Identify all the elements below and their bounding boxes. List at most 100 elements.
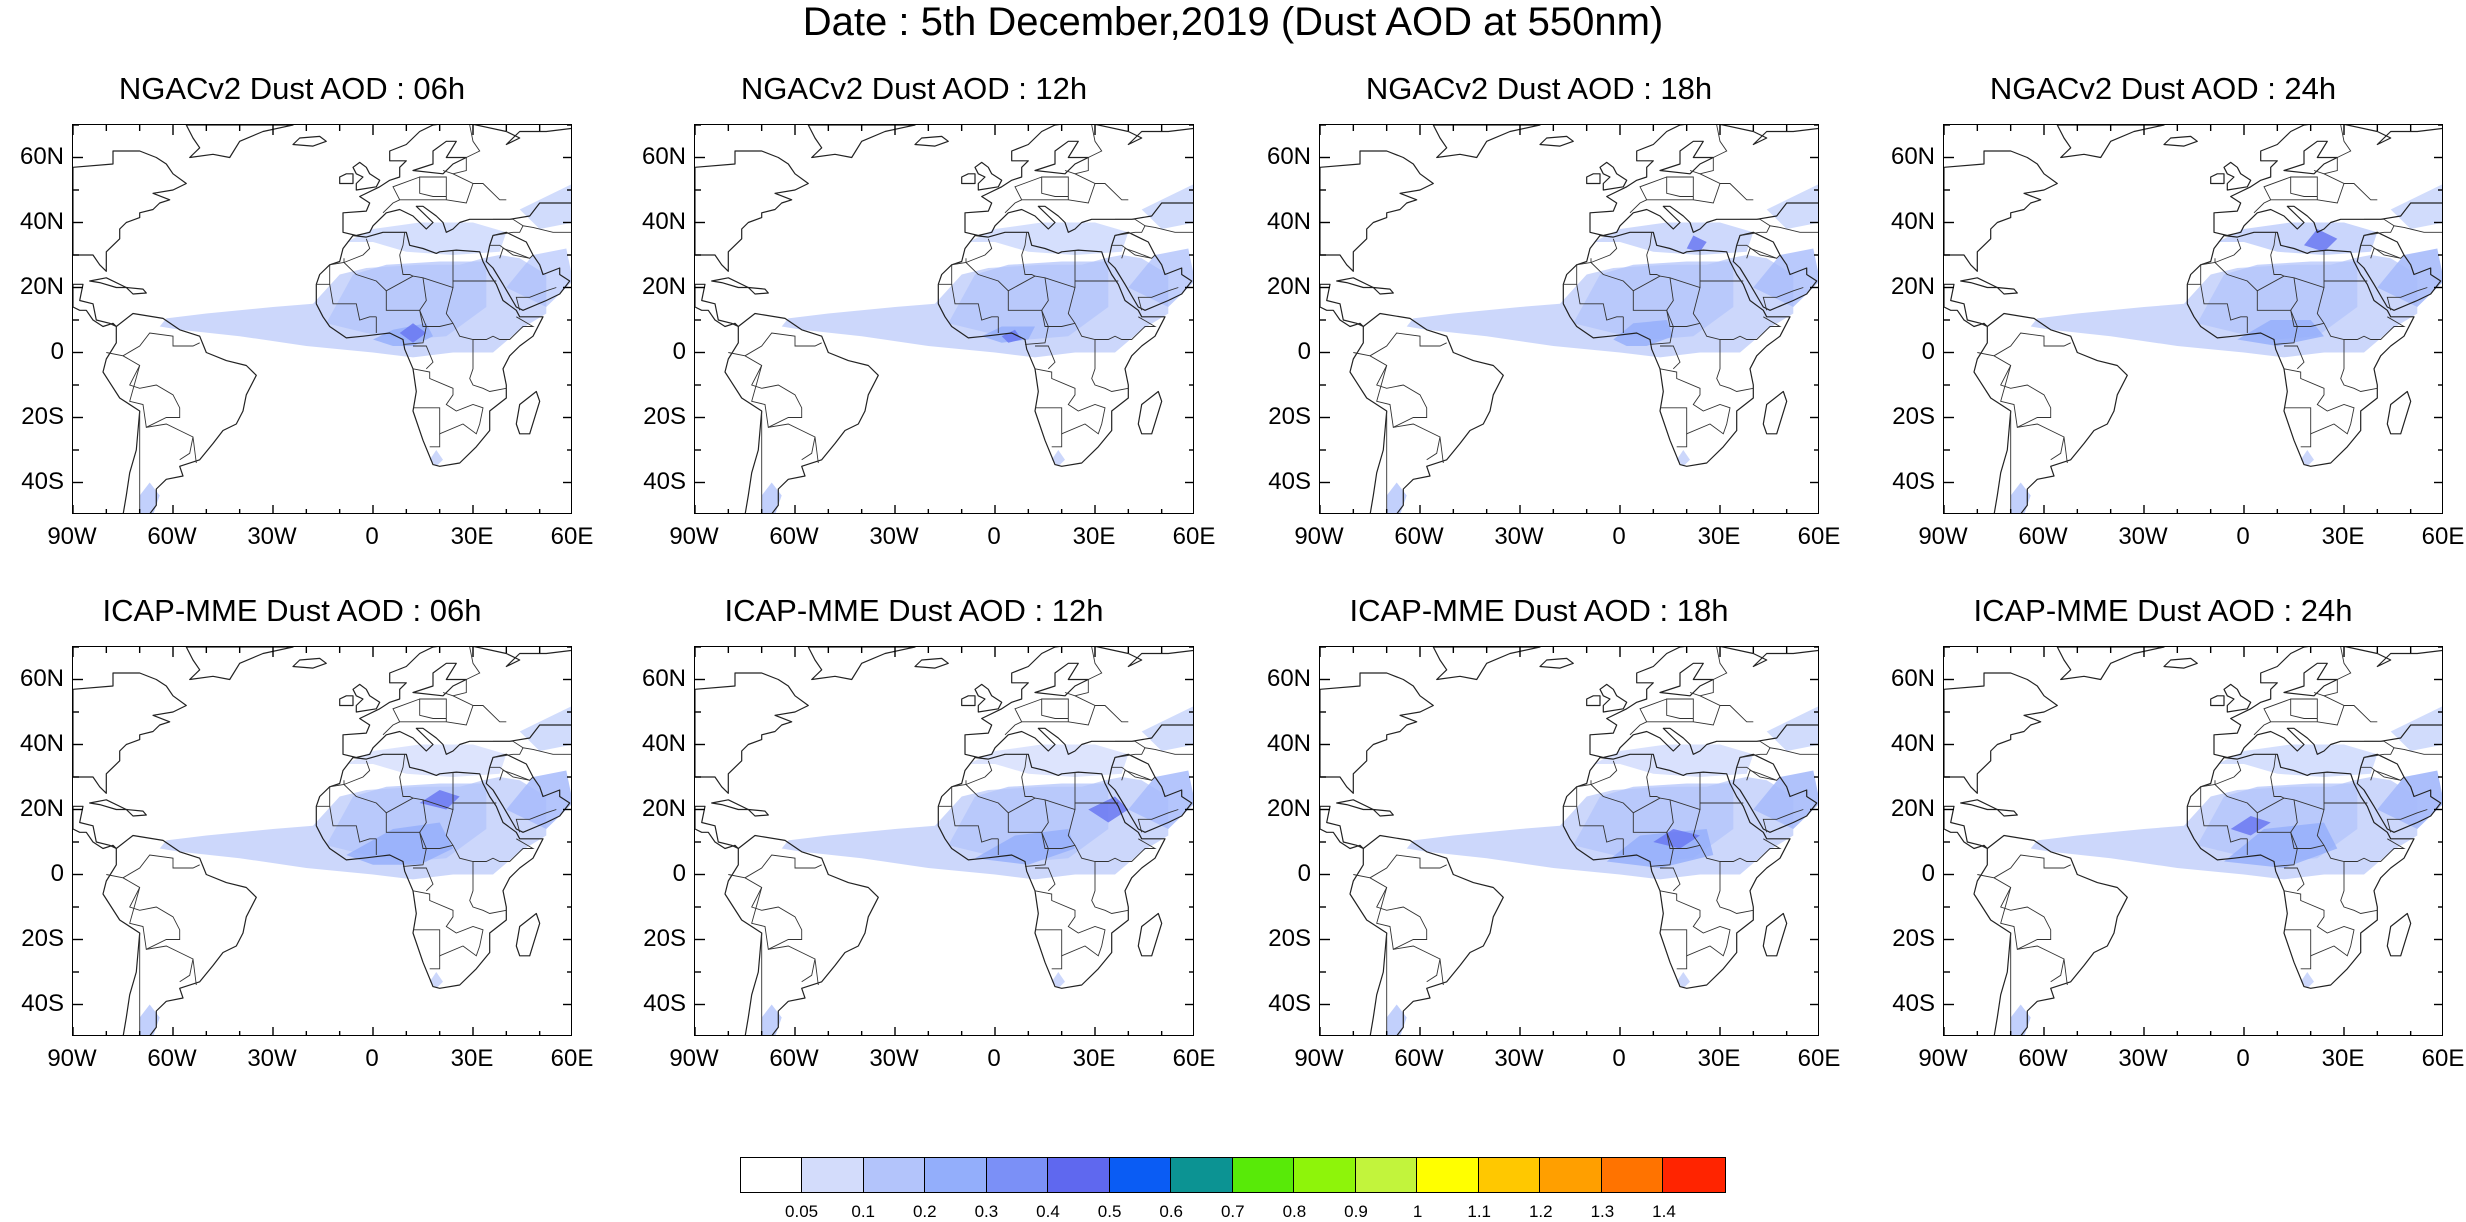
lon-label: 0 — [365, 1045, 379, 1072]
coastline — [1320, 672, 1434, 794]
country-border — [1091, 339, 1129, 392]
country-border — [2316, 287, 2406, 340]
lon-label: 60E — [1797, 523, 1841, 550]
country-border — [1590, 772, 1701, 814]
coastline — [1996, 286, 2018, 295]
colorbar-tick-label: 0.9 — [1344, 1202, 1368, 1221]
country-border — [1660, 345, 1681, 370]
country-border — [2344, 705, 2378, 723]
lon-label: 30W — [1494, 523, 1544, 550]
country-border — [2214, 250, 2325, 292]
country-border — [1576, 284, 1624, 321]
lat-label: 60N — [19, 664, 64, 692]
coastline — [1599, 161, 1628, 191]
dust-field-max — [1088, 796, 1129, 823]
coastline — [807, 647, 916, 681]
country-border — [1115, 218, 1146, 227]
lat-label: 40S — [643, 989, 686, 1017]
coastline — [747, 286, 769, 295]
coastline — [1107, 753, 1193, 833]
dust-field-mideast — [506, 248, 571, 307]
map-panel: NGACv2 Dust AOD : 18h 60N 40N 20N 0 20S 40S 90W… — [1249, 72, 1840, 612]
country-border — [2063, 958, 2068, 986]
country-border — [1137, 809, 1179, 833]
colorbar-swatch — [741, 1158, 803, 1192]
country-border — [1977, 352, 2065, 461]
coastline — [2356, 753, 2442, 833]
country-border — [2290, 832, 2325, 849]
lat-label: 20S — [1892, 402, 1935, 430]
lat-label: 20S — [1268, 924, 1311, 952]
lon-label: 0 — [2236, 523, 2250, 550]
country-border — [1121, 247, 1152, 259]
coastline — [1960, 277, 1998, 289]
country-border — [1111, 766, 1156, 781]
country-border — [399, 754, 406, 778]
country-border — [1353, 874, 1441, 983]
lon-label: 60W — [2018, 1045, 2068, 1072]
coastline — [1960, 799, 1998, 811]
lat-label: 20S — [643, 924, 686, 952]
country-border — [192, 436, 197, 464]
country-border — [412, 368, 484, 435]
lat-label: 20N — [19, 794, 64, 822]
country-border — [1067, 287, 1157, 340]
lon-label: 60W — [147, 1045, 197, 1072]
map-plot-area — [694, 124, 1194, 514]
country-border — [1692, 287, 1782, 340]
colorbar-tick-label: 0.3 — [974, 1202, 999, 1221]
lon-label: 60W — [769, 523, 819, 550]
map-panel: NGACv2 Dust AOD : 12h 60N 40N 20N 0 20S 40S 90W… — [624, 72, 1215, 612]
coastline — [711, 277, 749, 289]
coastline — [73, 150, 187, 272]
coastline — [1599, 683, 1628, 713]
country-border — [2290, 176, 2318, 200]
country-border — [2253, 199, 2271, 214]
country-border — [1666, 277, 1674, 311]
coastline — [185, 125, 294, 159]
coastline — [2163, 135, 2198, 147]
map-svg — [73, 125, 571, 513]
country-border — [1014, 170, 1096, 204]
lat-label: 20N — [641, 794, 686, 822]
colorbar-tick-label: 0.7 — [1220, 1202, 1245, 1221]
colorbar-tick-label: 0.8 — [1282, 1202, 1307, 1221]
country-border — [419, 698, 447, 722]
dust-field-patagonia — [1386, 482, 1407, 513]
country-border — [1739, 225, 1818, 236]
colorbar-tick-label: 0.05 — [785, 1202, 819, 1221]
lon-label: 30W — [869, 523, 919, 550]
lat-label: 20S — [643, 402, 686, 430]
coastline — [961, 695, 976, 707]
country-border — [1021, 232, 1028, 256]
dust-field-max — [1001, 329, 1022, 343]
country-border — [951, 284, 999, 321]
coastline — [1762, 390, 1788, 435]
country-border — [2290, 698, 2318, 722]
country-border — [106, 874, 194, 983]
country-border — [1716, 339, 1754, 392]
country-border — [1014, 692, 1096, 726]
country-border — [1746, 247, 1777, 259]
country-border — [2323, 125, 2352, 175]
country-border — [419, 176, 447, 200]
coastline — [2283, 662, 2338, 697]
lon-label: 30W — [247, 523, 297, 550]
country-border — [452, 647, 481, 697]
country-border — [1041, 698, 1069, 722]
country-border — [2370, 247, 2401, 259]
dust-field-south — [1676, 450, 1690, 467]
coastline — [2056, 647, 2165, 681]
country-border — [728, 874, 816, 983]
country-border — [2386, 809, 2428, 833]
coastline — [974, 161, 1003, 191]
lon-label: 90W — [47, 523, 97, 550]
dust-field-med — [1593, 744, 1754, 777]
dust-field-max — [2304, 229, 2338, 252]
country-border — [473, 705, 507, 723]
coastline — [2210, 695, 2225, 707]
lat-label: 0 — [672, 859, 686, 887]
lon-label: 30E — [1072, 523, 1116, 550]
dust-field-patagonia — [761, 482, 782, 513]
coastline — [1137, 912, 1163, 957]
